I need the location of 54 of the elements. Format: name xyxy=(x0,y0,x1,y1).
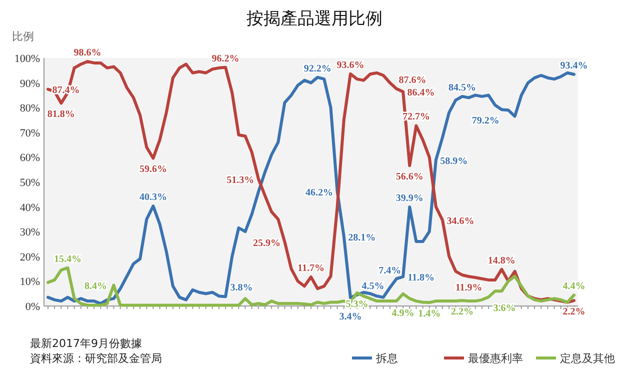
data-label: 51.3% xyxy=(226,174,254,186)
data-label: 96.2% xyxy=(212,53,240,64)
data-label: 34.6% xyxy=(446,216,474,228)
legend-label: 定息及其他 xyxy=(560,352,615,365)
text: 最新2017年9月份數據 xyxy=(30,337,142,350)
data-label: 84.5% xyxy=(448,82,476,94)
data-label: 39.9% xyxy=(396,193,424,204)
legend-label: 拆息 xyxy=(375,352,398,365)
y-tick-label: 10% xyxy=(20,276,40,288)
data-label: 93.6% xyxy=(336,60,364,71)
data-label: 40.3% xyxy=(139,192,167,204)
data-label: 92.2% xyxy=(304,63,332,74)
data-label: 81.8% xyxy=(47,109,75,120)
data-label: 87.6% xyxy=(398,74,426,86)
y-tick-label: 60% xyxy=(20,152,40,164)
data-label: 2.2% xyxy=(562,306,586,318)
y-tick-label: 20% xyxy=(20,251,40,264)
data-label: 11.8% xyxy=(408,272,435,284)
data-label: 28.1% xyxy=(348,232,376,244)
data-label: 7.4% xyxy=(378,266,402,277)
data-label: 59.6% xyxy=(139,164,167,176)
y-tick-label: 90% xyxy=(20,78,40,90)
source-note: 資料來源：研究部及金管局 xyxy=(30,352,162,365)
data-label: 25.9% xyxy=(252,238,280,249)
data-label: 14.8% xyxy=(488,255,516,266)
data-label: 3.4% xyxy=(339,312,362,323)
data-label: 11.7% xyxy=(298,262,324,274)
y-tick-label: 40% xyxy=(20,202,40,214)
data-label: 8.4% xyxy=(84,281,107,292)
data-label: 3.8% xyxy=(230,282,253,294)
chart-title: 按揭產品選用比例 xyxy=(246,9,382,29)
data-label: 11.9% xyxy=(455,282,482,294)
data-label: 3.6% xyxy=(493,303,516,314)
y-tick-label: 0% xyxy=(25,301,40,313)
y-tick-label: 30% xyxy=(20,226,40,239)
data-label: 4.9% xyxy=(392,308,414,319)
data-label: 4.4% xyxy=(562,281,586,292)
data-label: 15.4% xyxy=(54,254,82,265)
data-label: 46.2% xyxy=(306,187,334,198)
data-label: 2.2% xyxy=(450,306,474,318)
legend-label: 最優惠利率 xyxy=(468,352,523,365)
data-label: 98.6% xyxy=(74,47,102,58)
data-label: 79.2% xyxy=(472,116,500,127)
y-tick-label: 50% xyxy=(20,177,40,189)
y-axis-title: 比例 xyxy=(12,30,34,43)
data-label: 4.5% xyxy=(362,280,384,292)
y-tick-label: 80% xyxy=(20,102,40,115)
data-label: 1.4% xyxy=(418,308,441,320)
y-tick-label: 70% xyxy=(20,127,40,140)
data-label: 56.6% xyxy=(396,172,424,183)
y-tick-label: 100% xyxy=(14,53,40,65)
data-label: 93.4% xyxy=(560,60,588,72)
data-label: 86.4% xyxy=(407,88,435,99)
data-label: 58.9% xyxy=(440,156,468,167)
